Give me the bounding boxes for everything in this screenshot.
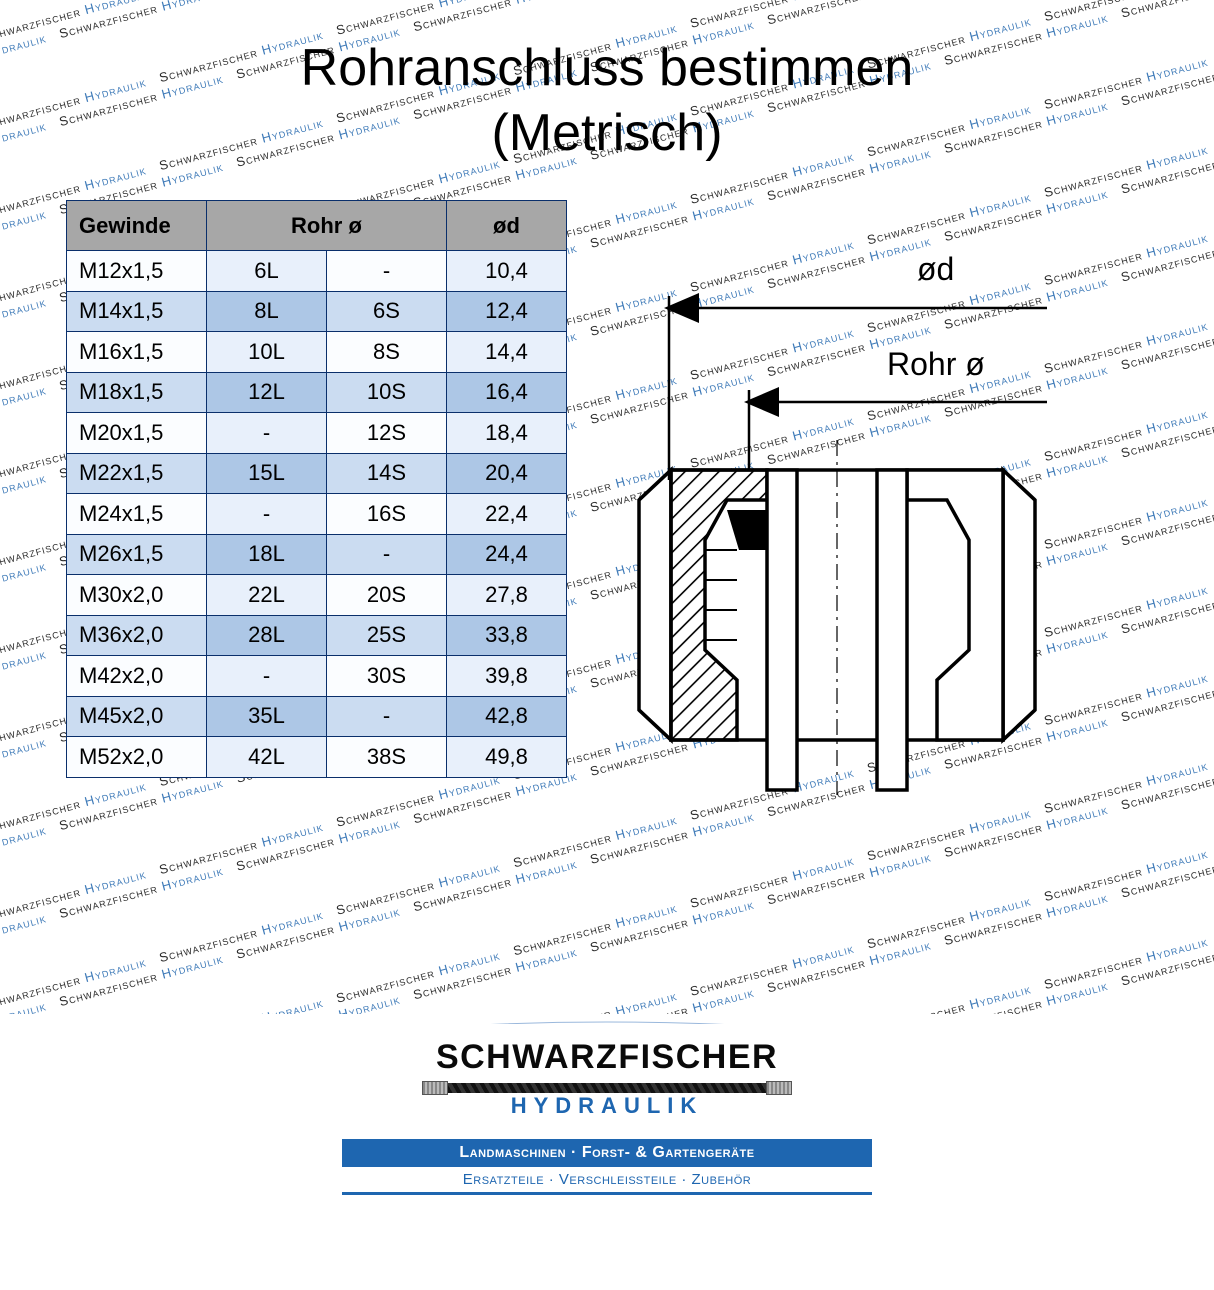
table-cell: M30x2,0	[67, 575, 207, 616]
table-cell: M14x1,5	[67, 291, 207, 332]
brand-sub: HYDRAULIK	[0, 1093, 1214, 1119]
table-cell: M18x1,5	[67, 372, 207, 413]
table-cell: 30S	[327, 656, 447, 697]
table-cell: -	[207, 413, 327, 454]
table-cell: M24x1,5	[67, 494, 207, 535]
brand-name: SCHWARZFISCHER	[0, 1038, 1214, 1077]
table-cell: 33,8	[447, 615, 567, 656]
table-cell: 8S	[327, 332, 447, 373]
table-row: M52x2,042L38S49,8	[67, 737, 567, 778]
title-line-1: Rohranschluss bestimmen	[301, 39, 914, 97]
table-cell: M26x1,5	[67, 534, 207, 575]
table-cell: -	[207, 494, 327, 535]
table-cell: 35L	[207, 696, 327, 737]
table-cell: 12L	[207, 372, 327, 413]
diagram-label-od: ød	[917, 251, 954, 287]
table-cell: 6S	[327, 291, 447, 332]
table-cell: M12x1,5	[67, 251, 207, 292]
tagline-top: Landmaschinen · Forst- & Gartengeräte	[342, 1139, 872, 1167]
table-row: M18x1,512L10S16,4	[67, 372, 567, 413]
table-cell: 10S	[327, 372, 447, 413]
tagline-bottom: Ersatzteile · Verschleißteile · Zubehör	[342, 1167, 872, 1195]
table-cell: 49,8	[447, 737, 567, 778]
table-cell: 22L	[207, 575, 327, 616]
table-cell: M45x2,0	[67, 696, 207, 737]
table-row: M12x1,56L-10,4	[67, 251, 567, 292]
th-gewinde: Gewinde	[67, 201, 207, 251]
table-cell: 14,4	[447, 332, 567, 373]
table-row: M45x2,035L-42,8	[67, 696, 567, 737]
table-row: M30x2,022L20S27,8	[67, 575, 567, 616]
table-cell: 16S	[327, 494, 447, 535]
table-cell: 20,4	[447, 453, 567, 494]
table-cell: M16x1,5	[67, 332, 207, 373]
table-cell: 22,4	[447, 494, 567, 535]
table-row: M24x1,5-16S22,4	[67, 494, 567, 535]
table-cell: 39,8	[447, 656, 567, 697]
table-row: M16x1,510L8S14,4	[67, 332, 567, 373]
table-row: M42x2,0-30S39,8	[67, 656, 567, 697]
table-cell: -	[327, 696, 447, 737]
table-row: M22x1,515L14S20,4	[67, 453, 567, 494]
table-cell: 6L	[207, 251, 327, 292]
table-cell: 25S	[327, 615, 447, 656]
table-row: M36x2,028L25S33,8	[67, 615, 567, 656]
table-cell: 18,4	[447, 413, 567, 454]
title-line-2: (Metrisch)	[491, 104, 722, 162]
table-cell: 28L	[207, 615, 327, 656]
table-cell: M22x1,5	[67, 453, 207, 494]
table-cell: -	[207, 656, 327, 697]
th-rohr: Rohr ø	[207, 201, 447, 251]
table-row: M14x1,58L6S12,4	[67, 291, 567, 332]
diagram-label-rohr: Rohr ø	[887, 346, 985, 382]
table-cell: -	[327, 251, 447, 292]
table-cell: M36x2,0	[67, 615, 207, 656]
table-cell: 8L	[207, 291, 327, 332]
th-od: ød	[447, 201, 567, 251]
table-cell: M52x2,0	[67, 737, 207, 778]
table-cell: 20S	[327, 575, 447, 616]
footer: SCHWARZFISCHER HYDRAULIK Landmaschinen ·…	[0, 1024, 1214, 1214]
table-cell: 18L	[207, 534, 327, 575]
table-cell: M20x1,5	[67, 413, 207, 454]
table-cell: 42L	[207, 737, 327, 778]
table-cell: 10L	[207, 332, 327, 373]
table-row: M20x1,5-12S18,4	[67, 413, 567, 454]
table-cell: 15L	[207, 453, 327, 494]
tagline: Landmaschinen · Forst- & Gartengeräte Er…	[342, 1139, 872, 1195]
table-cell: 14S	[327, 453, 447, 494]
table-cell: 27,8	[447, 575, 567, 616]
table-cell: 38S	[327, 737, 447, 778]
table-cell: 16,4	[447, 372, 567, 413]
table-cell: 42,8	[447, 696, 567, 737]
table-cell: 12S	[327, 413, 447, 454]
page-title: Rohranschluss bestimmen (Metrisch)	[0, 0, 1214, 166]
fitting-diagram: ød Rohr ø	[627, 240, 1067, 840]
table-cell: 10,4	[447, 251, 567, 292]
table-cell: 12,4	[447, 291, 567, 332]
table-row: M26x1,518L-24,4	[67, 534, 567, 575]
table-cell: M42x2,0	[67, 656, 207, 697]
table-cell: 24,4	[447, 534, 567, 575]
spec-table: Gewinde Rohr ø ød M12x1,56L-10,4M14x1,58…	[66, 200, 567, 778]
table-cell: -	[327, 534, 447, 575]
